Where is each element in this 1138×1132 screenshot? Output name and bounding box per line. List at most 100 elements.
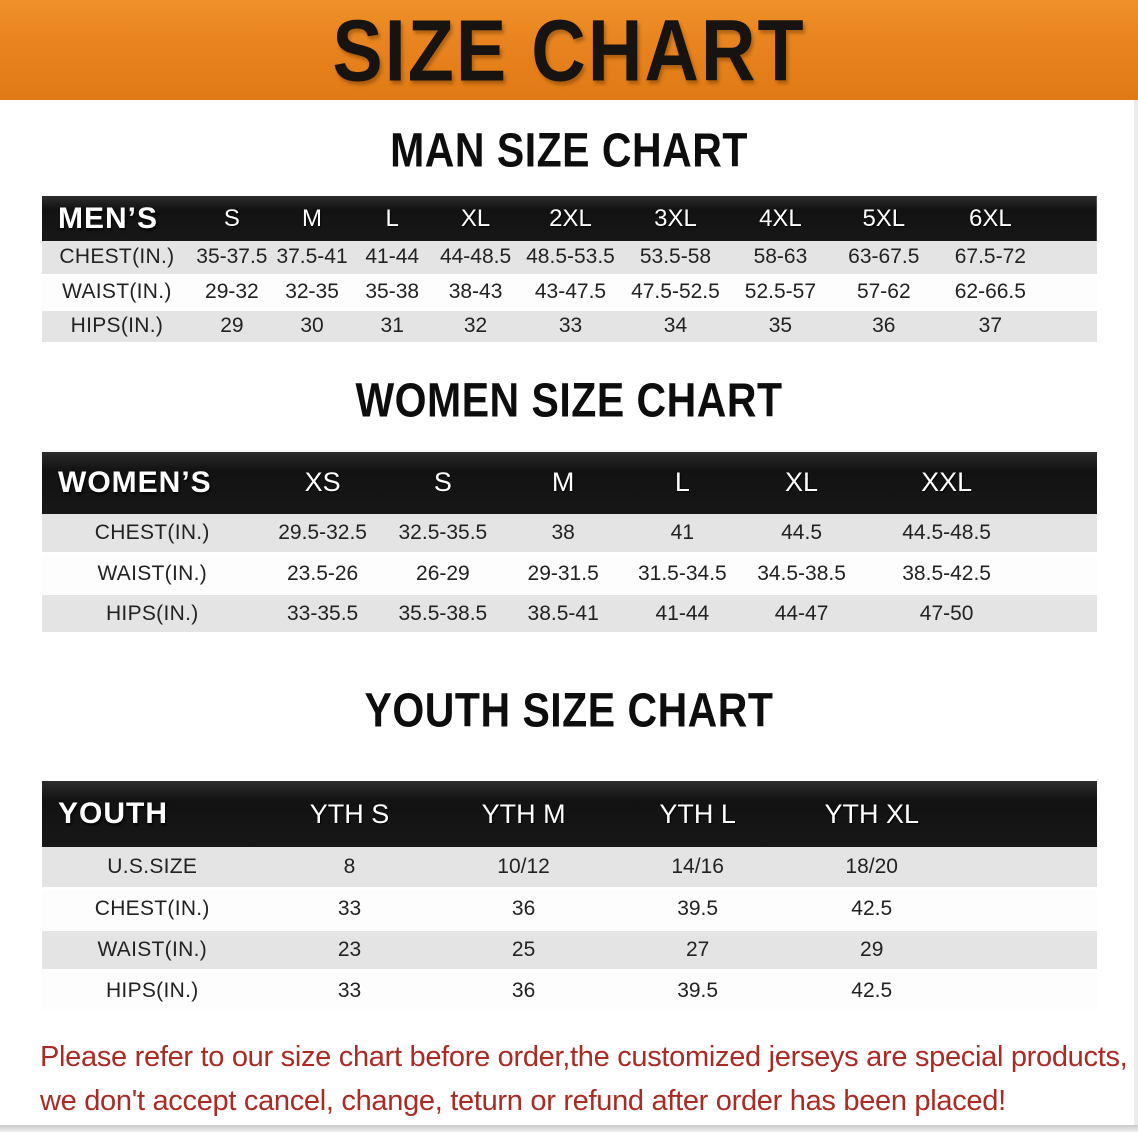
value-cell: 43-47.5: [534, 280, 607, 303]
value-cell: 38-43: [448, 280, 503, 303]
value-cell: 32: [463, 314, 488, 337]
spacer-cell: [1032, 554, 1097, 594]
value-cell: 27: [685, 937, 710, 961]
value-cell: 44.5-48.5: [902, 520, 991, 544]
value-cell: 52.5-57: [744, 280, 817, 303]
men-chest-row: CHEST(IN.) 35-37.5 37.5-41 41-44 44-48.5…: [42, 241, 1097, 275]
value-cell: 63-67.5: [848, 245, 920, 269]
value-cell: 47.5-52.5: [631, 280, 720, 303]
row-label-cell: HIPS(IN.): [105, 978, 199, 1002]
men-header-row: MEN’S S M L XL 2XL 3XL 4XL 5XL 6XL: [42, 196, 1097, 241]
value-cell: 33-35.5: [287, 601, 359, 625]
spacer-cell: [959, 929, 1097, 970]
footer-note-line1: Please refer to our size chart before or…: [40, 1040, 1128, 1073]
value-cell: 57-62: [856, 280, 911, 303]
size-header-cell: XXL: [921, 467, 973, 497]
value-cell: 39.5: [677, 978, 719, 1002]
youth-header-row: YOUTH YTH S YTH M YTH L YTH XL: [42, 781, 1097, 847]
footer-note: Please refer to our size chart before or…: [40, 1035, 1138, 1123]
men-waist-row: WAIST(IN.) 29-32 32-35 35-38 38-43 43-47…: [42, 275, 1097, 309]
value-cell: 44-48.5: [439, 245, 512, 269]
size-header-cell: XL: [460, 204, 491, 232]
value-cell: 44.5: [781, 520, 822, 544]
value-cell: 29.5-32.5: [278, 520, 367, 544]
value-cell: 47-50: [919, 601, 974, 625]
size-header-cell: S: [223, 204, 240, 232]
image-right-edge: [1134, 100, 1138, 1132]
size-header-cell: S: [433, 467, 452, 497]
value-cell: 42.5: [851, 978, 893, 1002]
row-label-cell: WAIST(IN.): [62, 280, 172, 303]
value-cell: 33: [558, 314, 583, 337]
size-header-cell: YTH L: [659, 798, 736, 829]
men-hips-row: HIPS(IN.) 29 30 31 32 33 34 35 36 37: [42, 309, 1097, 343]
size-header-cell: 6XL: [968, 204, 1012, 232]
section-youth: YOUTH SIZE CHART YOUTH YTH S YTH M YTH L…: [0, 683, 1138, 1013]
spacer-cell: [959, 888, 1097, 929]
value-cell: 37.5-41: [276, 245, 348, 269]
size-header-cell: M: [551, 467, 575, 497]
row-label-cell: WAIST(IN.): [97, 561, 208, 585]
value-cell: 18/20: [845, 854, 898, 878]
size-header-cell: M: [302, 204, 323, 232]
row-label-cell: U.S.SIZE: [107, 854, 198, 878]
size-header-cell: 5XL: [862, 204, 906, 232]
value-cell: 41: [670, 520, 695, 544]
size-header-cell: YTH S: [309, 798, 390, 829]
image-bottom-edge: [0, 1125, 1138, 1132]
row-label-cell: HIPS(IN.): [70, 314, 164, 337]
row-label-cell: WAIST(IN.): [97, 937, 208, 961]
spacer-cell: [1032, 452, 1097, 514]
size-header-cell: YTH XL: [824, 798, 919, 829]
value-cell: 53.5-58: [639, 245, 712, 269]
spacer-cell: [959, 847, 1097, 888]
size-header-cell: XS: [304, 467, 341, 497]
spacer-cell: [1032, 514, 1097, 554]
women-hips-row: HIPS(IN.) 33-35.5 35.5-38.5 38.5-41 41-4…: [42, 593, 1097, 634]
women-waist-row: WAIST(IN.) 23.5-26 26-29 29-31.5 31.5-34…: [42, 553, 1097, 594]
size-header-cell: L: [385, 204, 399, 232]
value-cell: 32-35: [285, 280, 339, 303]
value-cell: 38.5-41: [527, 601, 599, 625]
youth-section-heading: YOUTH SIZE CHART: [364, 682, 774, 738]
banner-title: SIZE CHART: [332, 1, 806, 99]
spacer-cell: [1045, 196, 1097, 241]
women-chest-row: CHEST(IN.) 29.5-32.5 32.5-35.5 38 41 44.…: [42, 513, 1097, 554]
value-cell: 26-29: [416, 561, 470, 585]
youth-hips-row: HIPS(IN.) 33 36 39.5 42.5: [42, 970, 1097, 1011]
value-cell: 25: [511, 937, 536, 961]
value-cell: 29: [860, 937, 884, 961]
row-label-cell: HIPS(IN.): [105, 601, 199, 625]
women-header-row: WOMEN’S XS S M L XL XXL: [42, 451, 1097, 514]
value-cell: 29: [220, 314, 244, 337]
value-cell: 10/12: [497, 854, 550, 878]
value-cell: 38.5-42.5: [902, 561, 991, 585]
spacer-cell: [1045, 275, 1097, 309]
youth-ussize-row: U.S.SIZE 8 10/12 14/16 18/20: [42, 847, 1097, 888]
women-size-table: WOMEN’S XS S M L XL XXL CHEST(IN.) 29.5-…: [42, 451, 1097, 636]
value-cell: 36: [872, 314, 896, 337]
value-cell: 36: [511, 896, 536, 920]
value-cell: 42.5: [851, 896, 893, 920]
value-cell: 39.5: [677, 896, 719, 920]
value-cell: 36: [511, 978, 536, 1002]
youth-group-label: YOUTH: [58, 797, 168, 830]
value-cell: 31: [380, 314, 404, 337]
row-label-cell: CHEST(IN.): [94, 520, 210, 544]
value-cell: 48.5-53.5: [526, 245, 615, 269]
size-chart-banner: SIZE CHART: [0, 0, 1138, 100]
value-cell: 37: [978, 314, 1003, 337]
value-cell: 62-66.5: [954, 280, 1026, 303]
value-cell: 30: [300, 314, 324, 337]
value-cell: 32.5-35.5: [398, 520, 488, 544]
value-cell: 23: [337, 937, 362, 961]
spacer-cell: [959, 970, 1097, 1011]
women-section-heading: WOMEN SIZE CHART: [355, 372, 783, 427]
spacer-cell: [1032, 594, 1097, 634]
value-cell: 34.5-38.5: [757, 561, 846, 585]
section-women: WOMEN SIZE CHART WOMEN’S XS S M L XL XXL…: [0, 372, 1138, 636]
size-header-cell: XL: [785, 467, 819, 497]
value-cell: 58-63: [753, 245, 808, 269]
value-cell: 44-47: [774, 601, 829, 625]
value-cell: 41-44: [655, 601, 710, 625]
